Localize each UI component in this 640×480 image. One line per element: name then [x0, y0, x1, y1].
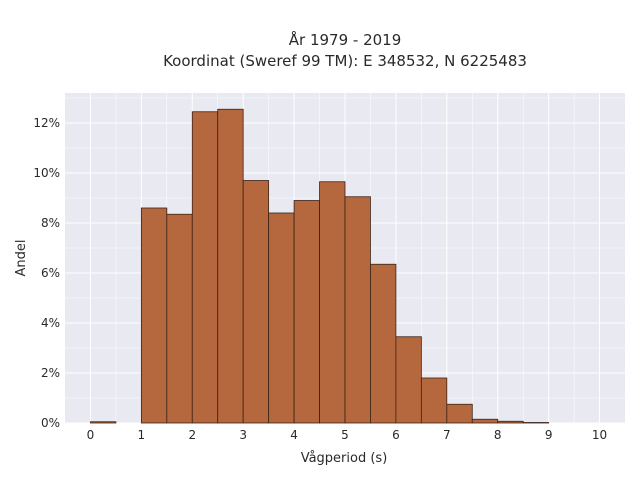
histogram-bar: [370, 263, 397, 424]
histogram-bars: [90, 108, 550, 424]
y-tick-label: 4%: [41, 316, 60, 330]
x-tick-label: 3: [239, 428, 247, 442]
histogram-bar: [471, 418, 499, 424]
x-tick-label: 4: [290, 428, 298, 442]
y-tick-label: 12%: [33, 116, 60, 130]
histogram-bar: [242, 180, 270, 424]
histogram-bar: [420, 377, 448, 424]
histogram-bar: [522, 422, 550, 424]
x-tick-label: 6: [392, 428, 400, 442]
y-tick-label: 8%: [41, 216, 60, 230]
histogram-bar: [446, 403, 473, 424]
y-axis-label: Andel: [14, 240, 29, 277]
y-tick-label: 2%: [41, 366, 60, 380]
histogram-bar: [344, 196, 371, 424]
x-tick-label: 0: [87, 428, 95, 442]
x-tick-label: 7: [443, 428, 451, 442]
histogram-bar: [90, 421, 117, 424]
x-axis-label: Vågperiod (s): [301, 451, 388, 466]
chart-title-line-2: Koordinat (Sweref 99 TM): E 348532, N 62…: [163, 52, 527, 70]
x-axis-ticks: 0 1 2 3 4 5 6 7 8 9 10: [87, 428, 608, 442]
x-tick-label: 10: [592, 428, 607, 442]
histogram-bar: [166, 213, 193, 424]
histogram-bar: [191, 111, 219, 424]
histogram-bar: [140, 207, 168, 424]
y-tick-label: 10%: [33, 166, 60, 180]
x-tick-label: 9: [545, 428, 553, 442]
y-axis-ticks: 0% 2% 4% 6% 8% 10% 12%: [33, 116, 60, 430]
x-tick-label: 1: [138, 428, 146, 442]
histogram-bar: [217, 108, 244, 424]
x-tick-label: 5: [341, 428, 349, 442]
histogram-bar: [268, 212, 295, 424]
x-tick-label: 8: [494, 428, 502, 442]
y-tick-label: 6%: [41, 266, 60, 280]
histogram-bar: [319, 181, 346, 424]
x-tick-label: 2: [188, 428, 196, 442]
histogram-bar: [395, 336, 422, 424]
y-tick-label: 0%: [41, 416, 60, 430]
histogram-bar: [293, 200, 320, 424]
histogram-bar: [497, 420, 524, 424]
chart-title-line-1: År 1979 - 2019: [289, 30, 402, 49]
